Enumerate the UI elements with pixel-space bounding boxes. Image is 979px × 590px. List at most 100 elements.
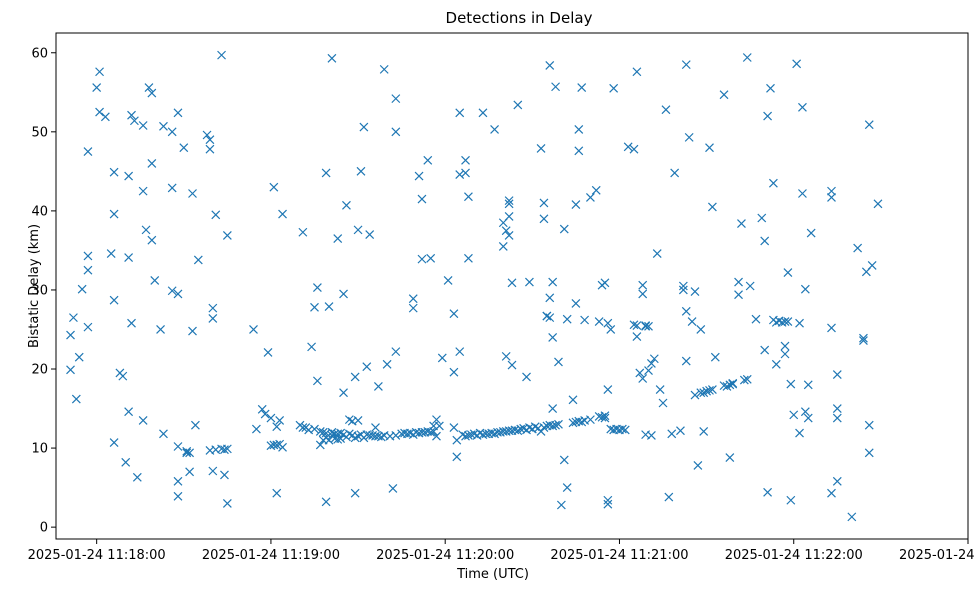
- data-point: [792, 59, 802, 69]
- chart-title: Detections in Delay: [446, 9, 593, 27]
- data-point: [638, 280, 648, 290]
- data-point: [574, 125, 584, 134]
- data-point: [118, 371, 128, 381]
- data-point: [121, 457, 131, 467]
- data-point: [734, 277, 743, 287]
- data-point: [278, 442, 287, 452]
- data-point: [603, 495, 613, 505]
- data-point: [571, 200, 581, 209]
- data-point: [554, 357, 563, 367]
- data-point: [109, 438, 119, 447]
- data-point: [539, 214, 549, 224]
- data-point: [684, 132, 694, 142]
- data-point: [545, 293, 555, 303]
- data-point: [864, 120, 874, 130]
- data-point: [414, 171, 424, 181]
- data-point: [205, 135, 215, 145]
- data-point: [670, 168, 680, 178]
- data-point: [185, 467, 195, 477]
- data-point: [66, 330, 75, 340]
- data-point: [739, 375, 749, 385]
- data-point: [859, 333, 868, 343]
- data-point: [95, 67, 104, 77]
- data-point: [173, 491, 183, 501]
- data-point: [92, 83, 102, 92]
- data-point: [159, 121, 168, 131]
- data-point: [455, 347, 465, 357]
- data-point: [173, 289, 183, 299]
- data-point: [798, 189, 807, 198]
- data-point: [124, 407, 134, 417]
- data-point: [568, 395, 578, 405]
- data-point: [641, 321, 651, 331]
- data-point: [182, 448, 192, 458]
- data-point: [795, 428, 804, 438]
- data-point: [83, 251, 93, 261]
- y-axis-label: Bistatic Delay (km): [27, 224, 42, 348]
- data-point: [623, 142, 633, 152]
- data-point: [705, 385, 714, 395]
- data-point: [559, 224, 569, 234]
- data-point: [71, 394, 81, 404]
- data-point: [864, 448, 874, 458]
- data-point: [449, 309, 459, 319]
- data-point: [109, 209, 119, 219]
- data-point: [655, 385, 665, 394]
- data-point: [661, 105, 671, 115]
- data-point: [780, 341, 790, 351]
- data-point: [190, 420, 200, 430]
- data-point: [585, 415, 595, 425]
- data-point: [504, 212, 514, 221]
- data-point: [251, 424, 261, 434]
- data-point: [699, 427, 709, 436]
- data-point: [455, 170, 465, 179]
- data-point: [548, 404, 558, 413]
- data-point: [147, 88, 157, 98]
- data-point: [426, 427, 436, 437]
- data-point: [649, 354, 659, 364]
- data-point: [545, 60, 555, 70]
- data-point: [539, 198, 549, 208]
- data-point: [138, 415, 148, 425]
- y-tick-label: 40: [31, 204, 48, 219]
- data-point: [827, 193, 836, 202]
- data-point: [129, 116, 139, 126]
- data-point: [220, 445, 229, 455]
- data-point: [574, 146, 584, 156]
- data-point: [786, 495, 796, 505]
- data-point: [321, 168, 331, 178]
- data-point: [179, 143, 189, 153]
- data-point: [356, 166, 366, 176]
- data-point: [138, 186, 148, 196]
- data-point: [638, 374, 648, 383]
- data-point: [147, 235, 157, 245]
- data-point: [725, 453, 735, 462]
- data-point: [676, 426, 685, 436]
- data-point: [780, 317, 790, 327]
- data-point: [208, 466, 218, 476]
- data-point: [310, 424, 319, 434]
- data-point: [867, 261, 877, 270]
- data-point: [109, 167, 119, 177]
- data-point: [504, 230, 514, 240]
- data-point: [798, 102, 807, 112]
- y-tick-label: 60: [31, 46, 48, 61]
- data-markers: [66, 50, 883, 522]
- data-point: [504, 199, 514, 209]
- data-point: [109, 295, 119, 305]
- y-tick-label: 0: [40, 521, 48, 536]
- data-point: [365, 230, 375, 240]
- data-point: [783, 268, 793, 277]
- data-point: [585, 193, 595, 202]
- data-point: [559, 455, 569, 465]
- data-point: [455, 108, 465, 118]
- data-point: [222, 444, 232, 454]
- x-tick-label: 2025-01-24 11:22:00: [725, 548, 863, 563]
- data-point: [257, 404, 267, 414]
- data-point: [513, 100, 523, 110]
- data-point: [74, 352, 84, 362]
- data-point: [548, 332, 558, 342]
- data-point: [339, 388, 348, 398]
- data-point: [690, 287, 700, 296]
